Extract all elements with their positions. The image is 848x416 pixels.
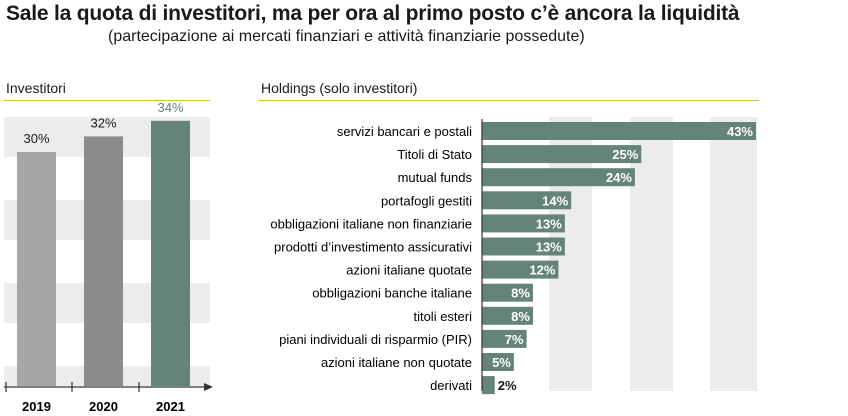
holdings-bar [482, 237, 565, 256]
holdings-bar [482, 306, 533, 325]
chart-title: Sale la quota di investitori, ma per ora… [6, 2, 740, 25]
holdings-value-label: 5% [492, 355, 511, 370]
holdings-value-label: 8% [511, 309, 530, 324]
holdings-bar [482, 168, 635, 187]
investitori-value-label: 30% [23, 131, 49, 146]
holdings-value-label: 7% [505, 332, 524, 347]
investitori-rule [4, 100, 210, 101]
chart-subtitle: (partecipazione ai mercati finanziari e … [108, 28, 585, 45]
holdings-bar [482, 376, 495, 395]
investitori-x-tick-label: 2019 [22, 399, 51, 414]
investitori-value-label: 34% [157, 100, 183, 115]
holdings-panel-title: Holdings (solo investitori) [261, 80, 418, 96]
holdings-bar [482, 283, 533, 302]
investitori-value-label: 32% [90, 115, 116, 130]
background-stripe [710, 117, 757, 391]
holdings-bar [482, 214, 565, 233]
holdings-category-label: mutual funds [398, 170, 473, 185]
holdings-category-label: derivati [430, 378, 472, 393]
investitori-x-tick-label: 2020 [89, 399, 118, 414]
holdings-value-label: 25% [612, 147, 638, 162]
holdings-category-label: obbligazioni banche italiane [312, 286, 472, 301]
investitori-bar-2021 [151, 120, 190, 387]
holdings-category-label: Titoli di Stato [397, 147, 472, 162]
investitori-panel-title: Investitori [6, 80, 66, 96]
investitori-bar-2019 [17, 152, 56, 386]
holdings-value-label: 14% [542, 193, 568, 208]
holdings-category-label: titoli esteri [413, 309, 472, 324]
holdings-value-label: 8% [511, 286, 530, 301]
holdings-bar [482, 329, 527, 348]
holdings-category-label: piani individuali di risparmio (PIR) [279, 332, 472, 347]
holdings-category-label: portafogli gestiti [381, 193, 472, 208]
holdings-value-label: 43% [727, 124, 753, 139]
holdings-value-label: 13% [536, 240, 562, 255]
holdings-category-label: azioni italiane quotate [346, 263, 472, 278]
holdings-category-label: obbligazioni italiane non finanziarie [270, 216, 472, 231]
holdings-category-label: azioni italiane non quotate [321, 355, 472, 370]
holdings-value-label: 24% [606, 170, 632, 185]
investitori-x-tick-label: 2021 [156, 399, 185, 414]
holdings-value-label: 13% [536, 216, 562, 231]
investitori-bar-2020 [84, 136, 123, 386]
holdings-category-label: servizi bancari e postali [337, 124, 472, 139]
holdings-value-label: 2% [498, 378, 517, 393]
holdings-bar [482, 260, 559, 279]
holdings-bar [482, 353, 514, 371]
holdings-bar [482, 191, 572, 210]
holdings-bar [482, 145, 642, 164]
holdings-category-label: prodotti d’investimento assicurativi [274, 240, 472, 255]
axis-arrow-icon [204, 383, 213, 391]
holdings-bar [482, 122, 756, 140]
holdings-value-label: 12% [529, 263, 555, 278]
holdings-rule [259, 100, 759, 101]
